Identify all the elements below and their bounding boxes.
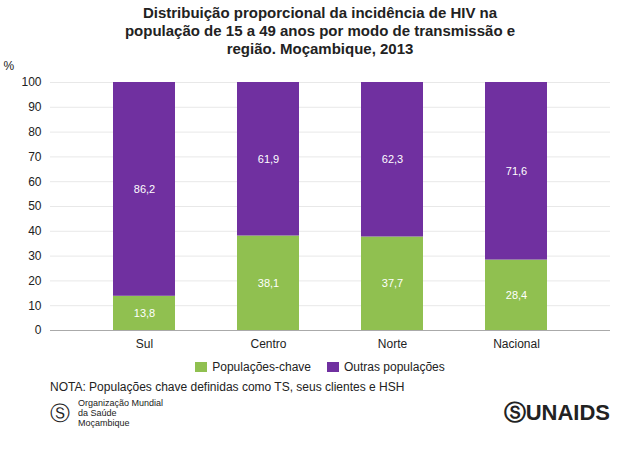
html-text:NOTA: Populações chave definid: NOTA: Populações chave definidas como TS…	[50, 380, 405, 394]
svg-text:13,8: 13,8	[134, 307, 155, 319]
html-text:Outras populações: Outras populações	[344, 360, 445, 374]
svg-text:62,3: 62,3	[382, 153, 403, 165]
svg-text:Norte: Norte	[378, 337, 408, 351]
svg-text:Sul: Sul	[136, 337, 153, 351]
svg-text:30: 30	[28, 249, 42, 263]
svg-text:40: 40	[28, 224, 42, 238]
svg-text:20: 20	[28, 274, 42, 288]
svg-text:86,2: 86,2	[134, 183, 155, 195]
svg-text:38,1: 38,1	[258, 277, 279, 289]
svg-text:60: 60	[28, 175, 42, 189]
svg-text:100: 100	[21, 75, 41, 89]
svg-text:10: 10	[28, 299, 42, 313]
svg-text:61,9: 61,9	[258, 153, 279, 165]
svg-text:37,7: 37,7	[382, 277, 403, 289]
svg-text:80: 80	[28, 125, 42, 139]
html-text:ⓈUNAIDS: ⓈUNAIDS	[503, 400, 610, 425]
svg-text:Nacional: Nacional	[493, 337, 540, 351]
html-text:Distribuição proporcional da i: Distribuição proporcional da incidência …	[124, 4, 516, 57]
svg-text:71,6: 71,6	[506, 165, 527, 177]
svg-text:28,4: 28,4	[506, 289, 527, 301]
svg-text:%: %	[4, 59, 15, 73]
svg-text:50: 50	[28, 199, 42, 213]
html-text:Populações-chave: Populações-chave	[212, 360, 311, 374]
html-text:Organização Mundial da Saúde M: Organização Mundial da Saúde Moçambique	[78, 398, 164, 428]
svg-text:90: 90	[28, 100, 42, 114]
svg-text:0: 0	[35, 323, 42, 337]
svg-text:70: 70	[28, 150, 42, 164]
svg-text:Centro: Centro	[250, 337, 286, 351]
